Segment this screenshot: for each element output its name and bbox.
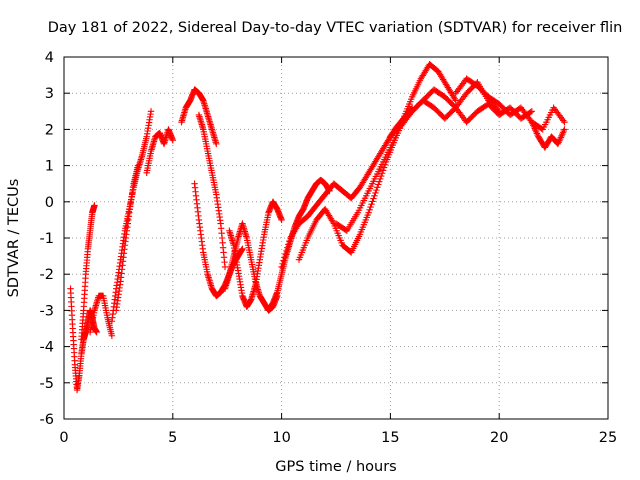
data-point xyxy=(374,184,381,191)
series-arc-3 xyxy=(86,292,116,339)
series-arc-14 xyxy=(295,61,459,263)
y-tick-label: -1 xyxy=(40,231,54,247)
data-point xyxy=(285,241,292,248)
data-point xyxy=(365,209,372,216)
y-tick-label: -5 xyxy=(40,376,54,392)
x-tick-label: 25 xyxy=(599,430,617,446)
y-tick-label: -6 xyxy=(40,412,54,428)
y-tick-label: -3 xyxy=(40,303,54,319)
data-point xyxy=(169,137,176,144)
data-point xyxy=(278,216,285,224)
data-point xyxy=(213,140,220,148)
data-point xyxy=(280,257,287,264)
y-tick-label: 3 xyxy=(45,86,54,102)
y-tick-label: -4 xyxy=(40,340,54,356)
data-point xyxy=(372,189,379,197)
y-axis-label: SDTVAR / TECUs xyxy=(6,179,22,298)
x-tick-label: 10 xyxy=(272,430,290,446)
data-point xyxy=(147,108,155,115)
data-point xyxy=(279,260,286,267)
series-arc-7 xyxy=(178,86,220,148)
data-point xyxy=(278,263,285,271)
data-point xyxy=(373,186,380,194)
x-tick-label: 20 xyxy=(490,430,508,446)
chart-title: Day 181 of 2022, Sidereal Day-to-day VTE… xyxy=(48,20,623,36)
series-arc-10 xyxy=(226,198,285,310)
series-arc-18 xyxy=(528,118,568,151)
data-point xyxy=(93,328,100,336)
data-point xyxy=(370,195,377,202)
data-point xyxy=(283,247,290,255)
data-point xyxy=(380,164,388,171)
y-tick-label: 0 xyxy=(45,195,54,211)
series-arc-17 xyxy=(452,75,568,133)
x-axis-label: GPS time / hours xyxy=(275,459,396,475)
data-point xyxy=(369,198,376,205)
data-point xyxy=(108,332,116,339)
data-point xyxy=(371,192,378,199)
series-arc-6 xyxy=(143,126,176,177)
y-tick-label: -2 xyxy=(40,267,54,283)
data-points xyxy=(67,61,568,394)
series-arc-8 xyxy=(195,111,229,271)
data-point xyxy=(366,206,373,214)
series-arc-2 xyxy=(78,202,98,343)
data-point xyxy=(368,201,375,208)
data-point xyxy=(376,178,383,185)
data-point xyxy=(561,118,568,126)
data-point xyxy=(281,254,288,261)
data-point xyxy=(134,162,142,169)
x-tick-label: 0 xyxy=(59,430,68,446)
data-point xyxy=(561,126,568,133)
data-point xyxy=(379,167,387,174)
data-point xyxy=(91,202,98,209)
y-tick-label: 4 xyxy=(45,50,54,66)
data-point xyxy=(452,97,459,104)
data-point xyxy=(282,250,289,258)
data-point xyxy=(527,108,534,116)
data-point xyxy=(367,203,374,211)
data-point xyxy=(239,245,246,253)
series-arc-16 xyxy=(387,97,536,140)
data-point xyxy=(221,263,229,271)
data-point xyxy=(284,244,291,251)
y-tick-label: 1 xyxy=(45,159,54,175)
data-point xyxy=(286,238,293,245)
data-point xyxy=(378,170,386,177)
axis-ticks: 0 5 10 15 20 25 -6 -5 -4 -3 -2 -1 0 1 2 3 4 xyxy=(40,50,618,446)
y-tick-label: 2 xyxy=(45,122,54,138)
x-tick-label: 5 xyxy=(168,430,177,446)
data-point xyxy=(375,181,382,188)
x-tick-label: 15 xyxy=(381,430,399,446)
data-point xyxy=(528,108,536,115)
series-arc-5 xyxy=(113,162,142,314)
data-point xyxy=(377,175,384,183)
